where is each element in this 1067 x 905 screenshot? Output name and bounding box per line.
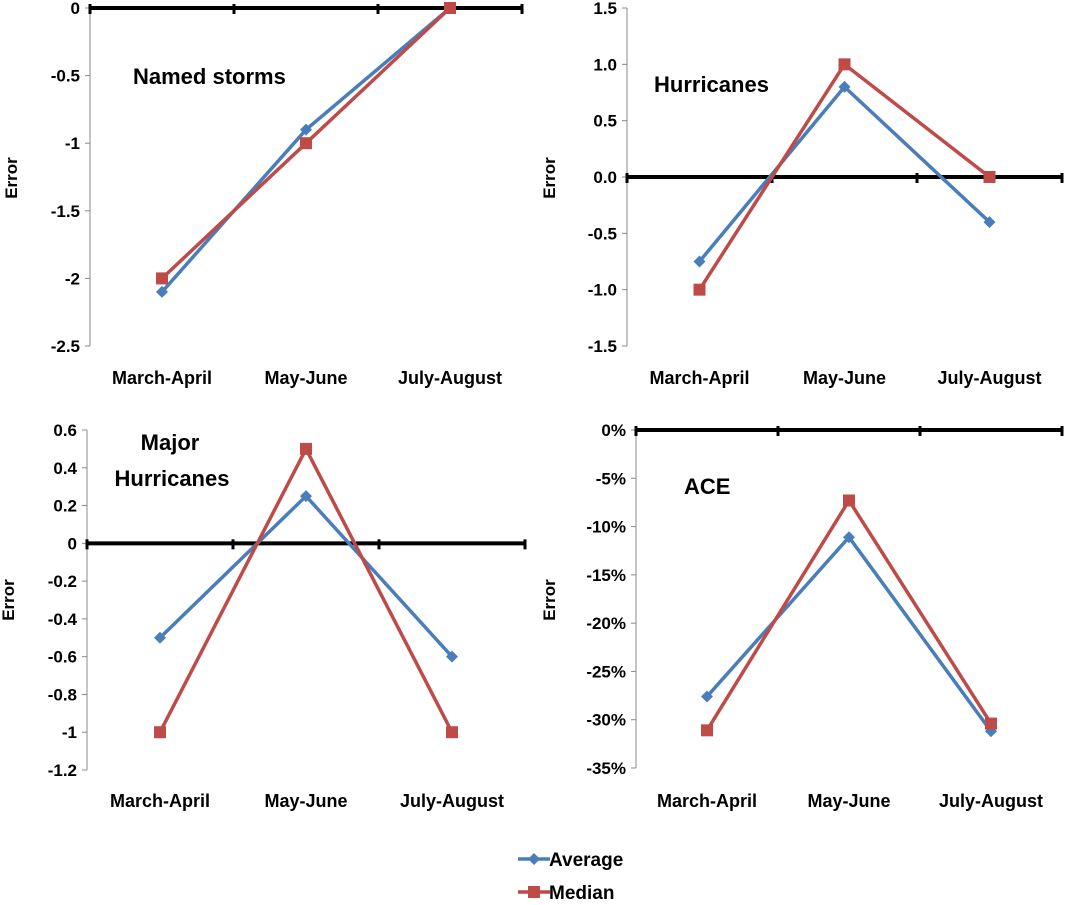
legend-marker-average <box>528 853 540 865</box>
y-tick-label: 0 <box>71 0 80 18</box>
data-point-median <box>693 283 706 296</box>
x-category-label: July-August <box>937 368 1041 388</box>
data-point-median <box>154 726 166 739</box>
y-axis-label: Error <box>540 579 559 621</box>
y-tick-label: -0.8 <box>48 685 77 704</box>
data-point-median <box>985 717 997 730</box>
data-point-median <box>300 137 312 150</box>
y-tick-label: -0.4 <box>48 610 78 629</box>
data-point-median <box>300 442 312 455</box>
data-point-average <box>156 285 168 298</box>
series-line-average <box>158 494 454 658</box>
y-tick-label: -1 <box>65 134 80 153</box>
y-tick-label: 0.0 <box>593 168 617 187</box>
y-tick-label: -1.2 <box>48 761 77 780</box>
y-tick-label: 0% <box>601 421 626 440</box>
legend: Average Median <box>518 850 623 904</box>
x-category-label: March-April <box>649 368 749 388</box>
y-tick-label: -30% <box>586 711 626 730</box>
y-axis-label: Error <box>540 157 559 199</box>
data-point-median <box>843 494 855 507</box>
data-point-average <box>843 531 855 544</box>
x-category-label: May-June <box>264 791 347 811</box>
chart-title: Major <box>141 430 200 455</box>
y-tick-label: -5% <box>596 469 626 488</box>
x-category-label: May-June <box>807 791 890 811</box>
data-point-average <box>300 490 312 503</box>
data-point-average <box>838 80 851 93</box>
y-tick-label: -25% <box>586 662 626 681</box>
legend-marker-median <box>528 886 540 898</box>
y-tick-label: -0.2 <box>48 572 77 591</box>
chart-title: Hurricanes <box>115 466 230 491</box>
y-tick-label: -0.6 <box>48 648 77 667</box>
y-tick-label: 0 <box>68 534 77 553</box>
legend-label-median: Median <box>549 883 614 900</box>
y-tick-label: -10% <box>586 518 626 537</box>
data-point-average <box>983 216 996 229</box>
y-tick-label: 1.5 <box>593 0 617 18</box>
y-tick-label: -1 <box>62 723 77 742</box>
x-category-label: July-August <box>400 791 504 811</box>
data-point-average <box>300 123 312 136</box>
y-tick-label: -2 <box>65 269 80 288</box>
x-category-label: March-April <box>112 368 212 388</box>
series-line-average <box>705 535 993 733</box>
data-point-average <box>446 650 458 663</box>
y-tick-label: -20% <box>586 614 626 633</box>
y-axis-label: Error <box>2 157 21 199</box>
y-tick-label: 0.5 <box>593 112 617 131</box>
data-point-average <box>701 690 713 703</box>
y-tick-label: -0.5 <box>588 224 617 243</box>
x-category-label: March-April <box>657 791 757 811</box>
data-point-median <box>156 272 168 285</box>
data-point-average <box>693 255 706 268</box>
y-tick-label: 1.0 <box>593 55 617 74</box>
y-tick-label: 0.2 <box>53 497 77 516</box>
legend-label-average: Average <box>549 850 623 871</box>
y-tick-label: -35% <box>586 759 626 778</box>
y-axis-label: Error <box>0 579 18 621</box>
series-line-average <box>698 85 991 263</box>
chart-title: Named storms <box>133 64 286 89</box>
x-category-label: May-June <box>803 368 886 388</box>
data-point-median <box>701 724 713 737</box>
data-point-median <box>983 171 996 183</box>
chart-title: ACE <box>684 474 730 499</box>
data-point-median <box>444 2 456 14</box>
y-tick-label: -1.5 <box>51 202 80 221</box>
chart-panel-1: 0 -0.5 -1 -1.5 -2 -2.5 March-April May-June July… <box>2 0 524 388</box>
x-category-label: July-August <box>398 368 502 388</box>
y-tick-label: 0.6 <box>53 421 77 440</box>
chart-panel-4: 0% -5% -10% -15% -20% -25% -30% -35% March-April… <box>540 421 1064 811</box>
data-point-median <box>446 726 458 739</box>
x-category-label: March-April <box>110 791 210 811</box>
y-tick-label: 0.4 <box>53 459 77 478</box>
data-point-median <box>838 58 851 71</box>
data-point-average <box>154 631 166 644</box>
y-tick-label: -2.5 <box>51 337 80 356</box>
y-tick-label: -15% <box>586 566 626 585</box>
chart-title: Hurricanes <box>654 72 769 97</box>
y-tick-label: -1.5 <box>588 337 617 356</box>
chart-panel-2: 1.5 1.0 0.5 0.0 -0.5 -1.0 -1.5 March-April May-J… <box>540 0 1064 388</box>
x-category-label: July-August <box>939 791 1043 811</box>
chart-panel-3: 0.6 0.4 0.2 0 -0.2 -0.4 -0.6 -0.8 -1 -1.2 March-Ap… <box>0 421 527 811</box>
y-tick-label: -0.5 <box>51 67 80 86</box>
x-category-label: May-June <box>264 368 347 388</box>
y-tick-label: -1.0 <box>588 281 617 300</box>
